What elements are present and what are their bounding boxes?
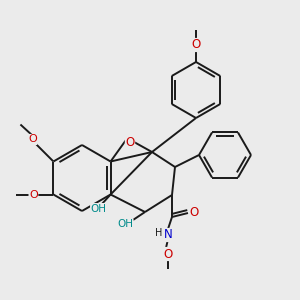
Text: N: N — [164, 229, 172, 242]
Text: OH: OH — [117, 219, 133, 229]
Text: H: H — [155, 228, 163, 238]
Text: O: O — [28, 134, 37, 145]
Text: O: O — [191, 38, 201, 52]
Text: O: O — [189, 206, 199, 220]
Text: OH: OH — [91, 203, 106, 214]
Text: O: O — [29, 190, 38, 200]
Text: O: O — [164, 248, 172, 260]
Text: O: O — [125, 136, 135, 148]
